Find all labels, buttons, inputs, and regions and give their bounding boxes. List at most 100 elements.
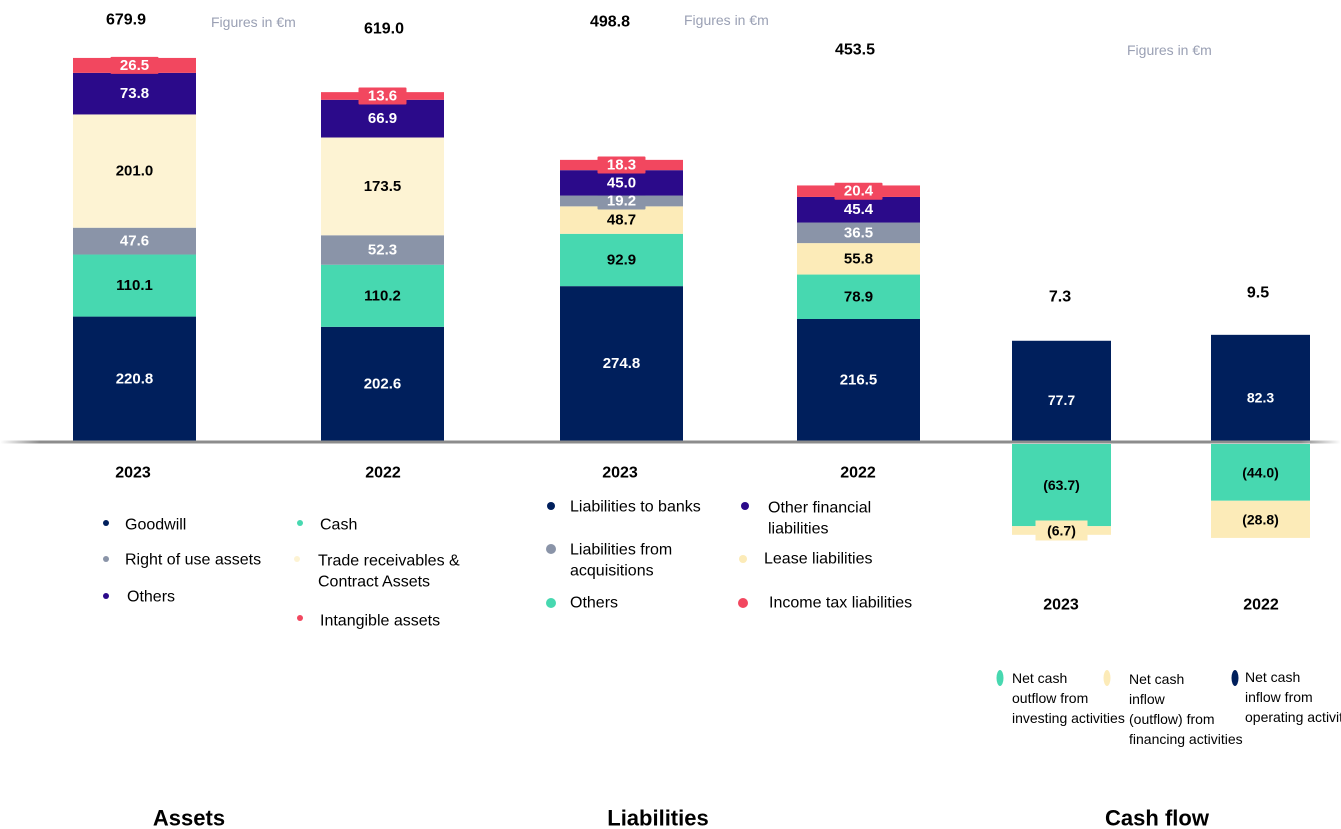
legend-marker	[103, 520, 109, 526]
legend-item-liabilities-liabilities-from-acquisitions: Liabilities from acquisitionsLiabilities…	[546, 542, 672, 580]
data-label-liabilities-2022-income-tax-liabilities: 20.4	[844, 183, 874, 200]
total-label-liabilities-2022: 453.5	[835, 42, 875, 59]
data-label-assets-2023-goodwill: 220.8	[116, 370, 154, 387]
data-label-cash-flow-2022-net-cash-outflow-from-investing-activities: (44.0)	[1242, 464, 1279, 480]
year-label-assets-2023: 2023	[115, 465, 151, 482]
bar-liabilities-2023-income-tax-liabilities-tag	[597, 156, 646, 174]
legend-item-liabilities-liabilities-to-banks: Liabilities to banksLiabilities to banks	[547, 499, 701, 516]
data-label-assets-2023-others: 73.8	[120, 85, 149, 102]
bar-assets-2022-trade-receivables-and-contract-assets	[321, 137, 444, 236]
bar-liabilities-2022-others	[797, 274, 920, 320]
bar-assets-2022-goodwill	[321, 326, 444, 441]
bar-cash-flow-2022-net-cash-outflow-from-investing-activities	[1211, 444, 1310, 501]
legend-text: liabilities	[768, 521, 828, 538]
data-label-liabilities-2023-income-tax-liabilities: 18.3	[607, 157, 636, 174]
units-note-cash-flow: Figures in €m	[1127, 42, 1212, 58]
units-note-liabilities: Figures in €m	[684, 12, 769, 28]
legend-item-cash-flow-net-cash-inflow-from-operating-activities: Net cash inflow from operating activitie…	[1231, 669, 1341, 725]
legend-text: Cash	[320, 517, 357, 534]
legend-text: Goodwill	[125, 517, 186, 534]
bar-cash-flow-2023-net-cash-inflow-from-operating-activities	[1012, 340, 1111, 441]
legend-marker	[1231, 670, 1239, 686]
legend-text: Net cash	[1012, 670, 1067, 686]
bar-liabilities-2023-liabilities-from-acquisitions-tag	[597, 192, 646, 210]
legend-text: outflow from	[1012, 690, 1088, 706]
legend-marker	[1103, 670, 1111, 686]
legend-text: financing activities	[1129, 731, 1243, 747]
legend-marker	[297, 520, 303, 526]
legend-text: inflow	[1129, 691, 1166, 707]
data-label-assets-2023-right-of-use-assets: 47.6	[120, 233, 149, 250]
data-label-assets-2022-cash: 110.2	[364, 287, 401, 304]
legend-item-assets-right-of-use-assets: Right of use assetsRight of use assets	[103, 552, 261, 569]
legend-item-assets-cash: CashCash	[297, 517, 357, 534]
data-label-liabilities-2023-other-financial-liabilities: 45.0	[607, 174, 636, 191]
data-label-liabilities-2023-liabilities-from-acquisitions: 19.2	[607, 192, 636, 209]
legend-text: Other financial	[768, 500, 871, 517]
legend-item-liabilities-income-tax-liabilities: Income tax liabilitiesIncome tax liabili…	[738, 595, 912, 612]
legend-marker	[741, 502, 749, 510]
data-label-assets-2022-trade-receivables-and-contract-assets: 173.5	[364, 178, 402, 195]
bar-assets-2023-cash	[73, 254, 196, 317]
year-label-cash-flow-2022: 2022	[1243, 597, 1279, 614]
data-label-assets-2023-trade-receivables-and-contract-assets: 201.0	[116, 163, 154, 180]
legend-text: operating activities	[1245, 709, 1341, 725]
legend-marker	[297, 615, 303, 621]
total-label-cash-flow-2023: 7.3	[1049, 289, 1071, 306]
data-label-cash-flow-2022-net-cash-inflow-from-operating-activities: 82.3	[1247, 389, 1274, 405]
bar-cash-flow-2022-net-cash-inflow-outflow-from-financing-activities	[1211, 500, 1310, 538]
chart-title-liabilities: Liabilities	[607, 806, 708, 829]
legend-item-assets-others: OthersOthers	[103, 589, 175, 606]
total-label-assets-2022: 619.0	[364, 21, 404, 38]
legend-text: Income tax liabilities	[769, 595, 912, 612]
year-label-liabilities-2022: 2022	[840, 465, 876, 482]
chart-title-assets: Assets	[153, 806, 225, 829]
bar-liabilities-2022-other-financial-liabilities	[797, 196, 920, 223]
legend-text: Liabilities from	[570, 542, 672, 559]
bar-assets-2022-others	[321, 99, 444, 138]
zero-baseline	[0, 440, 1341, 444]
year-label-assets-2022: 2022	[365, 465, 401, 482]
legend-text: Trade receivables &	[318, 553, 460, 570]
legend-marker	[294, 556, 300, 562]
bar-liabilities-2022-lease-liabilities	[797, 243, 920, 275]
bar-assets-2022-right-of-use-assets	[321, 235, 444, 265]
data-label-liabilities-2022-liabilities-from-acquisitions: 36.5	[844, 224, 873, 241]
data-label-cash-flow-2023-net-cash-outflow-from-investing-activities: (63.7)	[1043, 477, 1080, 493]
legend-item-assets-goodwill: GoodwillGoodwill	[103, 517, 186, 534]
legend-item-assets-intangible-assets: Intangible assetsIntangible assets	[297, 613, 440, 630]
legend-text: Right of use assets	[125, 552, 261, 569]
data-label-liabilities-2022-lease-liabilities: 55.8	[844, 250, 873, 267]
legend-item-liabilities-others: OthersOthers	[546, 595, 618, 612]
legend-marker	[547, 502, 555, 510]
bar-assets-2022-cash	[321, 264, 444, 327]
legend-item-cash-flow-net-cash-inflow-outflow-from-financing-activities: Net cash inflow (outflow) from financing…	[1103, 670, 1243, 747]
data-label-liabilities-2023-lease-liabilities: 48.7	[607, 212, 636, 229]
legend-marker	[546, 544, 556, 554]
chart-title-cash-flow: Cash flow	[1105, 806, 1210, 829]
total-label-cash-flow-2022: 9.5	[1247, 285, 1269, 302]
data-label-liabilities-2023-others: 92.9	[607, 251, 636, 268]
data-label-liabilities-2022-other-financial-liabilities: 45.4	[844, 201, 874, 218]
year-label-liabilities-2023: 2023	[602, 465, 638, 482]
data-label-assets-2023-intangible-assets: 26.5	[120, 57, 149, 74]
data-label-cash-flow-2023-net-cash-inflow-outflow-from-financing-activities: (6.7)	[1047, 522, 1076, 538]
data-label-liabilities-2023-liabilities-to-banks: 274.8	[603, 355, 641, 372]
total-label-assets-2023: 679.9	[106, 12, 146, 29]
bar-assets-2022-intangible-assets-tag	[358, 87, 407, 105]
bar-liabilities-2022-liabilities-from-acquisitions	[797, 222, 920, 244]
bar-cash-flow-2022-net-cash-inflow-from-operating-activities	[1211, 334, 1310, 441]
legend-marker	[103, 593, 109, 599]
data-label-assets-2022-intangible-assets: 13.6	[368, 87, 397, 104]
total-label-liabilities-2023: 498.8	[590, 14, 630, 31]
data-label-cash-flow-2022-net-cash-inflow-outflow-from-financing-activities: (28.8)	[1242, 511, 1279, 527]
legend-text: Contract Assets	[318, 574, 430, 591]
data-label-assets-2022-goodwill: 202.6	[364, 375, 402, 392]
bar-assets-2023-goodwill	[73, 316, 196, 441]
data-label-assets-2022-others: 66.9	[368, 110, 397, 127]
bar-liabilities-2023-others	[560, 233, 683, 287]
units-note-assets: Figures in €m	[211, 14, 296, 30]
data-label-liabilities-2022-others: 78.9	[844, 288, 873, 305]
legend-text: Lease liabilities	[764, 551, 873, 568]
bar-liabilities-2023-lease-liabilities	[560, 206, 683, 234]
